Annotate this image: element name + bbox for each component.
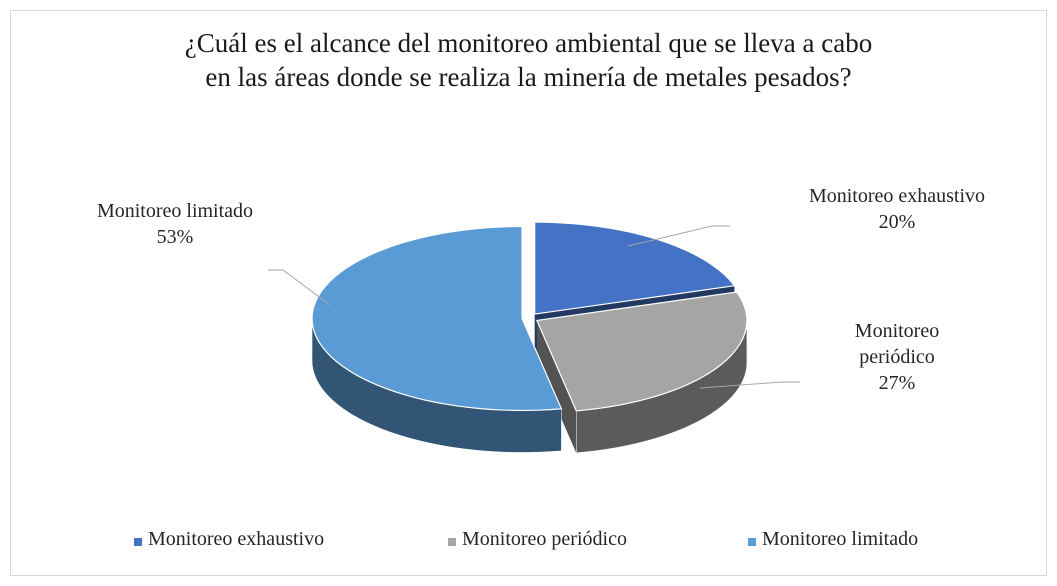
legend-label: Monitoreo periódico <box>462 528 627 550</box>
data-label-category: Monitoreo periódico <box>854 320 940 368</box>
data-label-category: Monitoreo limitado <box>96 200 254 222</box>
data-label: Monitoreo periódico 27% <box>837 318 957 396</box>
slice <box>534 221 736 315</box>
data-label: Monitoreo exhaustivo 20% <box>797 183 997 235</box>
legend-swatch <box>448 538 456 546</box>
chart-frame <box>10 10 1047 576</box>
slice <box>536 291 748 412</box>
legend-label: Monitoreo exhaustivo <box>148 528 325 550</box>
data-label-value: 53% <box>156 226 194 248</box>
leader-line <box>268 269 331 306</box>
pie <box>311 221 748 454</box>
slice <box>311 225 563 412</box>
legend-swatch <box>134 538 142 546</box>
data-label-category: Monitoreo exhaustivo <box>808 185 986 207</box>
data-label-value: 20% <box>878 211 916 233</box>
chart-title: ¿Cuál es el alcance del monitoreo ambien… <box>184 28 873 58</box>
chart-title: en las áreas donde se realiza la minería… <box>205 62 852 92</box>
leader-line <box>699 381 800 389</box>
slice-side <box>536 320 577 453</box>
leader-line <box>627 225 730 247</box>
legend-label: Monitoreo limitado <box>762 528 919 550</box>
data-label-value: 27% <box>878 372 916 394</box>
data-label: Monitoreo limitado 53% <box>55 198 295 250</box>
legend-swatch <box>748 538 756 546</box>
